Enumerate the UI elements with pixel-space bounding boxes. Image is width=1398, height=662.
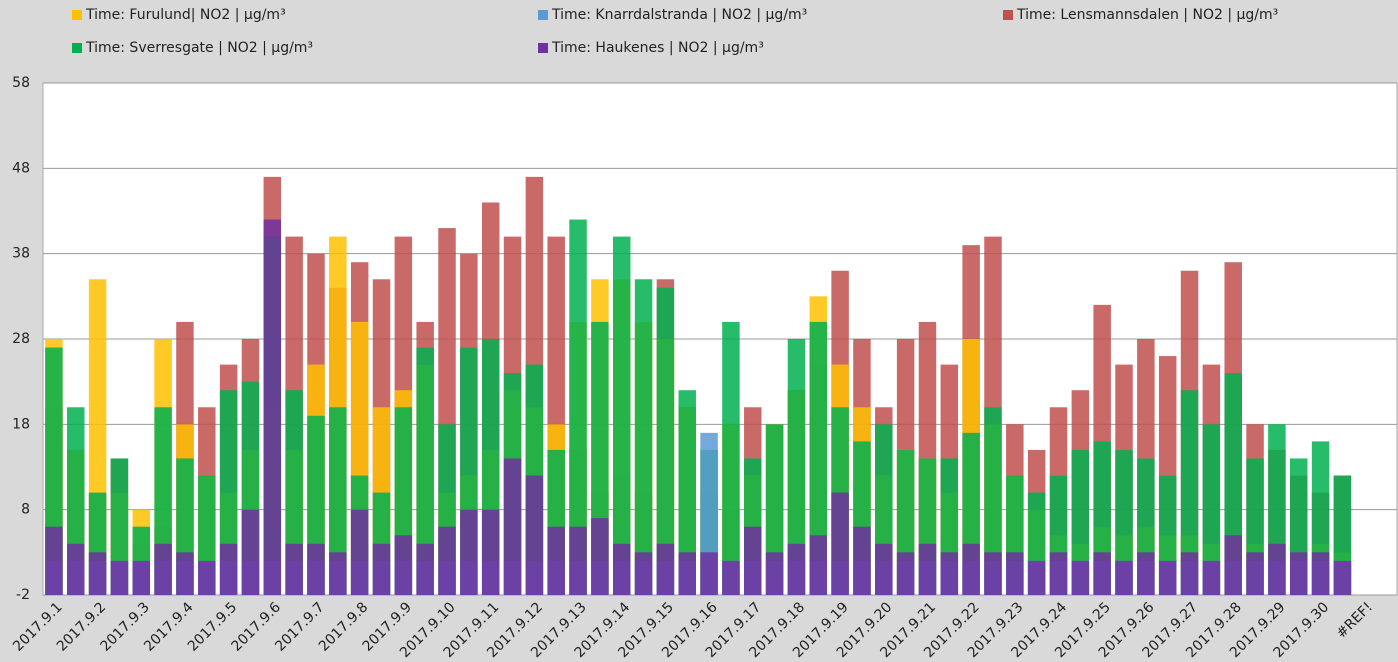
legend-label: Time: Haukenes | NO2 | µg/m³ — [551, 40, 764, 56]
bar — [809, 535, 828, 595]
bar — [1180, 390, 1199, 595]
bar — [67, 543, 85, 595]
bar — [634, 279, 653, 595]
bar — [1268, 543, 1286, 595]
bar — [569, 219, 587, 596]
bar — [1115, 560, 1133, 595]
bar — [656, 287, 675, 595]
bar — [1246, 552, 1264, 595]
bar — [132, 560, 151, 595]
bar — [656, 543, 675, 595]
legend-label: Time: Furulund| NO2 | µg/m³ — [85, 7, 286, 23]
legend-swatch — [72, 10, 82, 20]
bar — [1071, 449, 1090, 595]
y-tick-label: 8 — [21, 502, 30, 518]
y-tick-label: 48 — [12, 160, 30, 176]
bar — [984, 552, 1002, 595]
bar — [1333, 560, 1352, 595]
bar — [525, 475, 544, 595]
bar — [962, 543, 980, 595]
bar — [940, 552, 959, 595]
bar — [1006, 552, 1024, 595]
bar — [110, 560, 129, 595]
bar — [744, 526, 762, 595]
bar — [481, 509, 500, 595]
bar — [1180, 552, 1199, 595]
bar — [875, 543, 893, 595]
y-tick-label: 58 — [12, 75, 30, 91]
legend-swatch — [538, 43, 548, 53]
bar — [722, 321, 740, 595]
bar — [853, 526, 871, 595]
bar — [678, 552, 696, 595]
y-tick-label: -2 — [16, 587, 30, 603]
bar — [198, 560, 216, 595]
legend-swatch — [538, 10, 548, 20]
bar — [1202, 560, 1221, 595]
bar — [438, 526, 456, 595]
bar — [372, 543, 391, 595]
bar — [285, 543, 303, 595]
bar — [416, 543, 434, 595]
bar — [547, 526, 565, 595]
bar — [45, 526, 63, 595]
bar — [1202, 424, 1221, 595]
bar — [722, 560, 740, 595]
bar — [154, 543, 172, 595]
bar — [219, 543, 238, 595]
bar — [591, 518, 609, 595]
bar — [416, 347, 434, 595]
bar — [1158, 560, 1177, 595]
bar — [176, 552, 194, 595]
bar — [350, 509, 369, 595]
bar — [503, 458, 522, 595]
y-tick-label: 38 — [12, 246, 30, 262]
bar — [678, 390, 696, 595]
bar — [329, 552, 347, 595]
bar — [394, 535, 413, 595]
bar — [984, 407, 1002, 595]
bar — [1093, 552, 1111, 595]
bar — [1311, 552, 1330, 595]
legend-swatch — [1003, 10, 1013, 20]
y-tick-label: 28 — [12, 331, 30, 347]
bar — [1137, 552, 1155, 595]
bar — [787, 339, 806, 595]
bar — [1224, 535, 1242, 595]
bar — [329, 407, 347, 595]
bar — [307, 543, 325, 595]
legend-swatch — [72, 43, 82, 53]
bar — [896, 552, 915, 595]
legend-label: Time: Knarrdalstranda | NO2 | µg/m³ — [551, 7, 807, 23]
y-tick-label: 18 — [12, 416, 30, 432]
bar — [918, 543, 937, 595]
bar — [88, 552, 107, 595]
bar — [1027, 560, 1046, 595]
bar — [612, 543, 631, 595]
bar — [765, 552, 784, 595]
bar — [460, 509, 478, 595]
bar — [1071, 560, 1090, 595]
bar — [787, 543, 806, 595]
bar — [241, 509, 260, 595]
bar — [1115, 449, 1133, 595]
legend-label: Time: Sverresgate | NO2 | µg/m³ — [85, 40, 313, 56]
bar — [1289, 552, 1308, 595]
bar — [700, 552, 718, 595]
bar — [831, 492, 849, 595]
bar — [569, 526, 587, 595]
bar — [634, 552, 653, 595]
bar — [809, 321, 828, 595]
bar — [1049, 552, 1068, 595]
bar — [263, 219, 282, 596]
bar — [612, 236, 631, 595]
legend-label: Time: Lensmannsdalen | NO2 | µg/m³ — [1016, 7, 1278, 23]
